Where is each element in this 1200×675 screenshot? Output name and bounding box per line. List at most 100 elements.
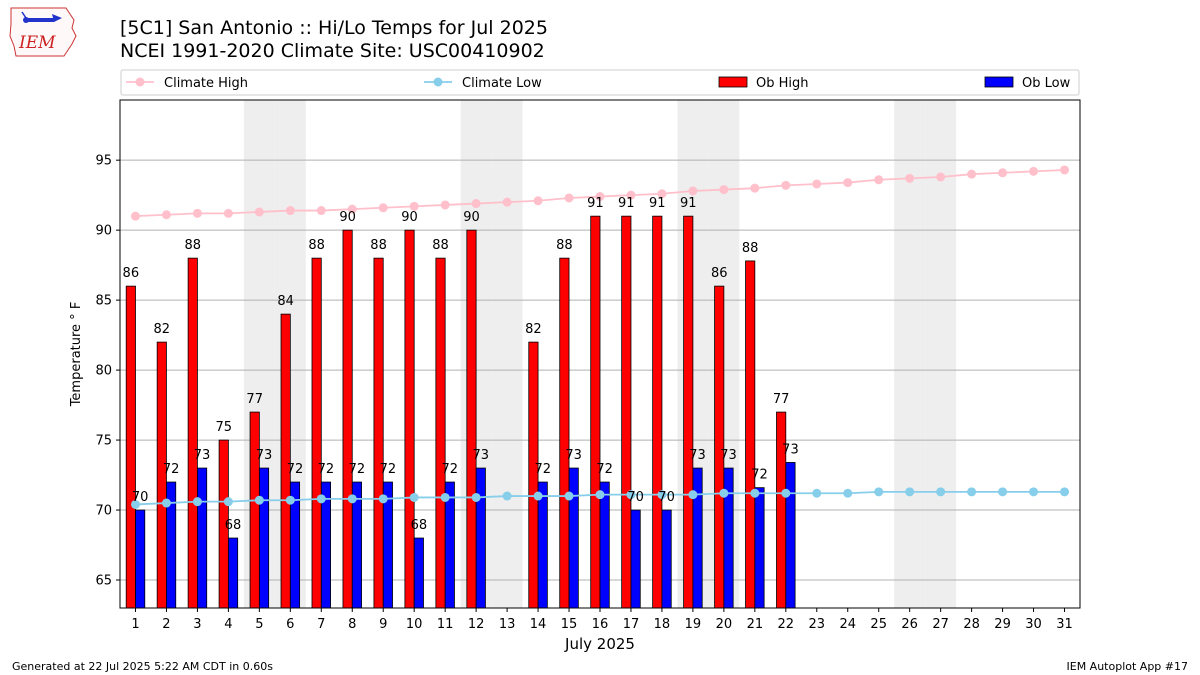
climate-low-point <box>285 495 295 505</box>
ob-low-bar <box>630 509 641 609</box>
ob-high-label: 91 <box>680 196 697 211</box>
ob-low-bar <box>754 487 765 609</box>
x-tick-label: 7 <box>317 617 325 632</box>
climate-low-point <box>1029 487 1039 497</box>
climate-high-point <box>905 173 915 183</box>
x-tick-label: 2 <box>162 617 170 632</box>
climate-high-point <box>626 190 636 200</box>
climate-high-point <box>967 169 977 179</box>
ob-high-label: 75 <box>215 420 232 435</box>
ob-low-label: 73 <box>720 448 737 463</box>
y-tick-label: 85 <box>95 294 112 309</box>
generated-timestamp: Generated at 22 Jul 2025 5:22 AM CDT in … <box>12 660 273 673</box>
x-tick-label: 18 <box>654 617 671 632</box>
x-tick-label: 13 <box>499 617 516 632</box>
ob-high-label: 91 <box>618 196 635 211</box>
ob-high-label: 88 <box>432 238 449 253</box>
x-tick-label: 15 <box>561 617 578 632</box>
x-tick-label: 22 <box>778 617 795 632</box>
ob-high-label: 84 <box>277 294 294 309</box>
x-tick-label: 29 <box>994 617 1011 632</box>
ob-low-label: 72 <box>534 462 551 477</box>
climate-high-point <box>192 208 202 218</box>
ob-low-bar <box>661 509 672 609</box>
ob-high-bar <box>435 257 446 609</box>
climate-low-point <box>781 488 791 498</box>
climate-low-point <box>905 487 915 497</box>
climate-high-point <box>316 206 326 216</box>
ob-low-label: 72 <box>751 468 768 483</box>
y-tick-label: 65 <box>95 574 112 589</box>
x-tick-label: 9 <box>379 617 387 632</box>
x-tick-label: 16 <box>592 617 609 632</box>
ob-high-bar <box>125 285 136 609</box>
ob-high-bar <box>404 229 415 609</box>
ob-low-label: 70 <box>627 490 644 505</box>
ob-low-bar <box>258 467 270 609</box>
climate-high-point <box>254 207 264 217</box>
ob-low-label: 73 <box>194 448 211 463</box>
climate-high-point <box>161 210 171 220</box>
weekend-shade <box>491 100 523 608</box>
y-tick-label: 70 <box>95 504 112 519</box>
ob-low-label: 72 <box>163 462 180 477</box>
ob-high-bar <box>621 215 632 609</box>
climate-high-point <box>719 185 729 195</box>
climate-high-point <box>595 192 605 202</box>
ob-high-label: 91 <box>587 196 604 211</box>
y-tick-label: 90 <box>95 224 112 239</box>
climate-low-point <box>967 487 977 497</box>
ob-low-bar <box>599 481 610 609</box>
ob-high-label: 90 <box>339 210 356 225</box>
ob-low-label: 68 <box>225 518 242 533</box>
legend-label: Climate Low <box>462 76 542 91</box>
climate-high-point <box>502 197 512 207</box>
ob-high-bar <box>776 411 787 609</box>
ob-low-bar <box>785 462 796 609</box>
x-tick-label: 21 <box>747 617 764 632</box>
ob-high-bar <box>249 411 260 609</box>
ob-high-label: 91 <box>649 196 666 211</box>
x-tick-label: 11 <box>437 617 454 632</box>
climate-high-point <box>440 200 450 210</box>
climate-low-point <box>440 492 450 502</box>
ob-low-label: 70 <box>658 490 675 505</box>
climate-high-point <box>285 206 295 216</box>
y-tick-label: 95 <box>95 154 112 169</box>
x-tick-label: 4 <box>224 617 232 632</box>
ob-high-label: 77 <box>246 392 263 407</box>
climate-high-point <box>533 196 543 206</box>
ob-high-bar <box>559 257 570 609</box>
chart-title: [5C1] San Antonio :: Hi/Lo Temps for Jul… <box>120 17 548 39</box>
ob-low-label: 72 <box>442 462 459 477</box>
climate-low-point <box>471 492 481 502</box>
x-axis-label: July 2025 <box>564 635 635 653</box>
ob-high-label: 88 <box>742 241 759 256</box>
ob-high-label: 88 <box>370 238 387 253</box>
climate-low-point <box>595 490 605 500</box>
ob-high-label: 82 <box>154 322 171 337</box>
legend-marker-swatch <box>135 77 145 87</box>
ob-low-label: 72 <box>380 462 397 477</box>
climate-low-point <box>1060 487 1070 497</box>
ob-high-bar <box>683 215 694 609</box>
ob-high-bar <box>187 257 198 609</box>
weekend-shade <box>894 100 926 608</box>
ob-high-label: 88 <box>308 238 325 253</box>
ob-high-label: 88 <box>556 238 573 253</box>
climate-low-point <box>874 487 884 497</box>
climate-high-point <box>998 168 1008 178</box>
climate-high-point <box>750 183 760 193</box>
climate-low-point <box>688 490 698 500</box>
ob-low-label: 73 <box>565 448 582 463</box>
ob-low-bar <box>227 537 239 609</box>
ob-high-label: 77 <box>773 392 790 407</box>
climate-high-point <box>657 189 667 199</box>
legend-marker-swatch <box>433 77 443 87</box>
x-tick-label: 10 <box>406 617 423 632</box>
climate-low-point <box>130 499 140 509</box>
climate-high-point <box>843 178 853 188</box>
data-label-layer: 86 70 82 72 88 73 75 68 77 73 84 72 88 72 90 72 88 72 90 68… <box>123 196 799 533</box>
legend-bar-swatch <box>718 76 748 88</box>
climate-high-point <box>1029 166 1039 176</box>
